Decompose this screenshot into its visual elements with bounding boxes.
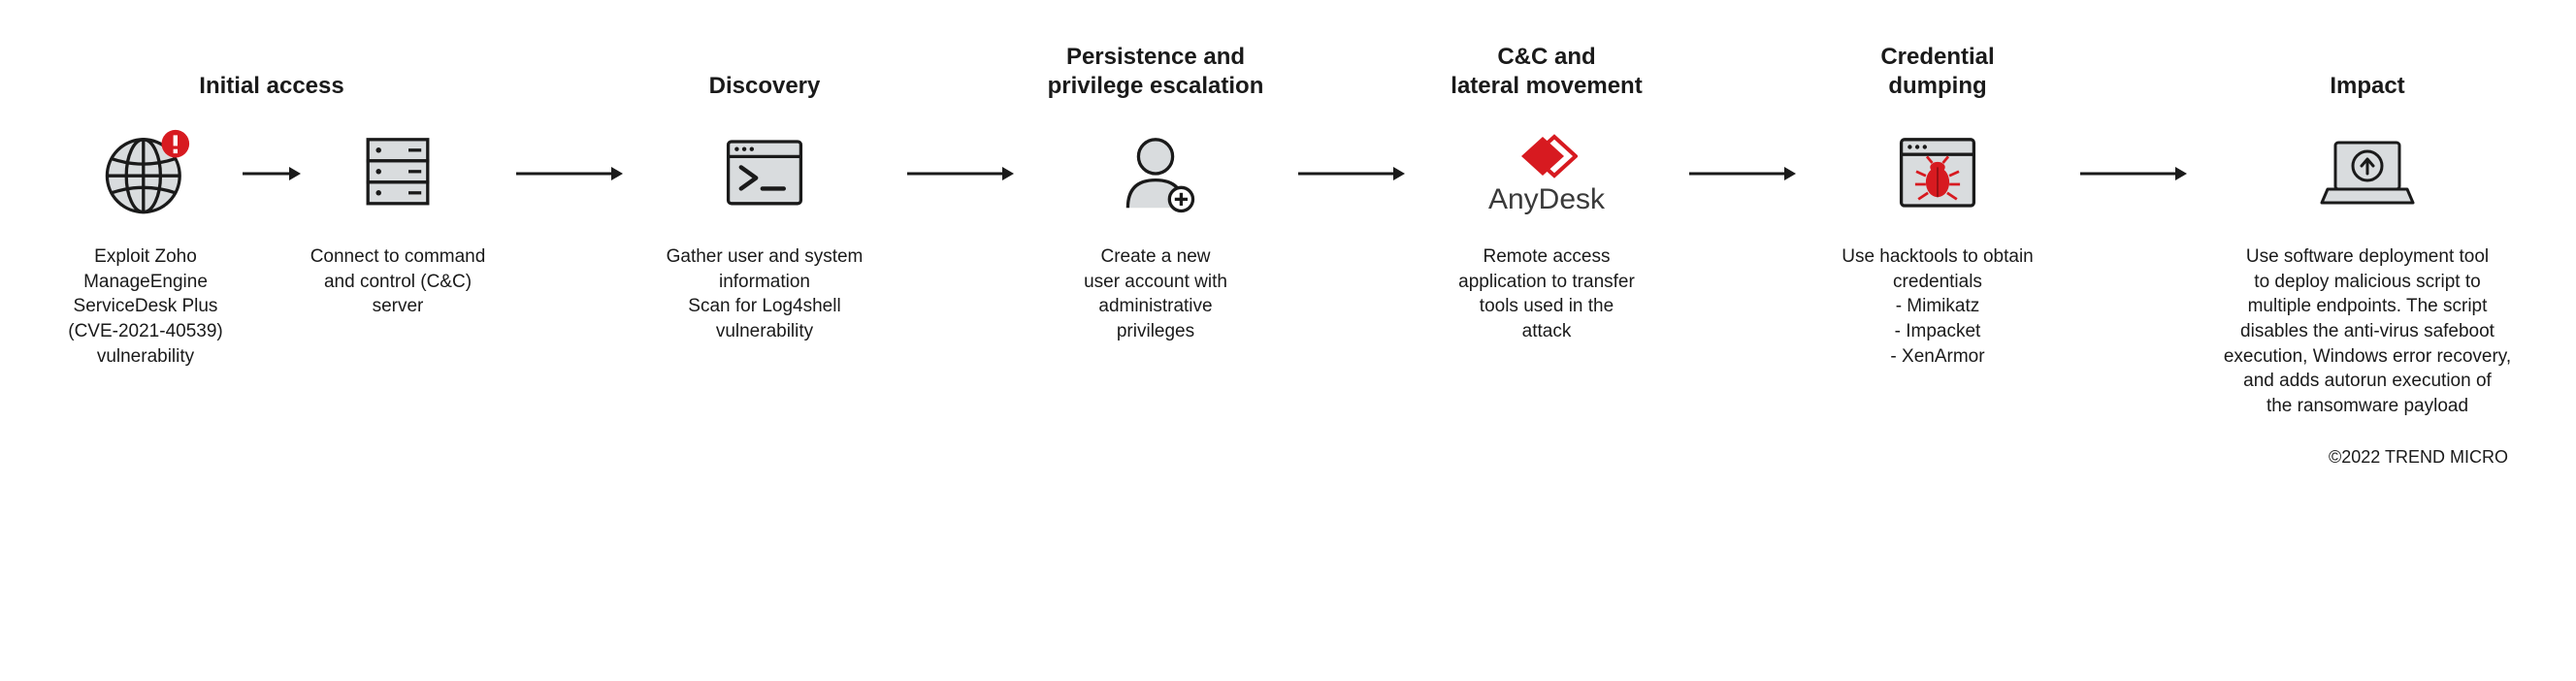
node-desc: Use software deployment toolto deploy ma… (2224, 244, 2511, 418)
stage-title: Initial access (199, 39, 343, 101)
stage-title: Persistence andprivilege escalation (1048, 39, 1264, 101)
terminal-icon (711, 120, 818, 227)
attack-chain-diagram: Initial access Exploit (58, 39, 2518, 418)
laptop-deploy-icon (2314, 120, 2421, 227)
stage-discovery: Discovery Gather user and systeminformat… (653, 39, 876, 344)
stage-persistence: Persistence andprivilege escalation Crea… (1044, 39, 1267, 344)
malware-window-icon (1884, 120, 1991, 227)
node-desc: Use hacktools to obtaincredentials- Mimi… (1842, 244, 2034, 369)
node-desc: Remote accessapplication to transfertool… (1458, 244, 1635, 344)
node-desc: Create a newuser account withadministrat… (1084, 244, 1227, 344)
node-desc: Connect to commandand control (C&C)serve… (310, 244, 486, 319)
server-icon (344, 120, 451, 227)
node-desc: Exploit ZohoManageEngineServiceDesk Plus… (68, 244, 222, 369)
anydesk-icon (1516, 131, 1578, 181)
node-desc: Gather user and systeminformationScan fo… (667, 244, 864, 344)
stage-title: Credentialdumping (1880, 39, 1994, 101)
arrow (1298, 120, 1405, 227)
arrow (1689, 120, 1796, 227)
stage-credential-dumping: Credentialdumping U (1826, 39, 2049, 369)
stage-initial-access: Initial access Exploit (58, 39, 485, 369)
arrow (516, 120, 623, 227)
stage-title: C&C andlateral movement (1451, 39, 1642, 101)
arrow-icon (243, 164, 301, 183)
stage-title: Impact (2330, 39, 2404, 101)
globe-alert-icon (92, 120, 199, 227)
stage-impact: Impact Use software deployment toolto de… (2217, 39, 2518, 418)
anydesk-brand-label: AnyDesk (1488, 183, 1605, 216)
arrow (2080, 120, 2187, 227)
user-add-icon (1102, 120, 1209, 227)
arrow (907, 120, 1014, 227)
stage-cc-lateral: C&C andlateral movement AnyDesk Remote a… (1435, 39, 1658, 344)
stage-title: Discovery (709, 39, 821, 101)
copyright-text: ©2022 TREND MICRO (58, 447, 2518, 468)
